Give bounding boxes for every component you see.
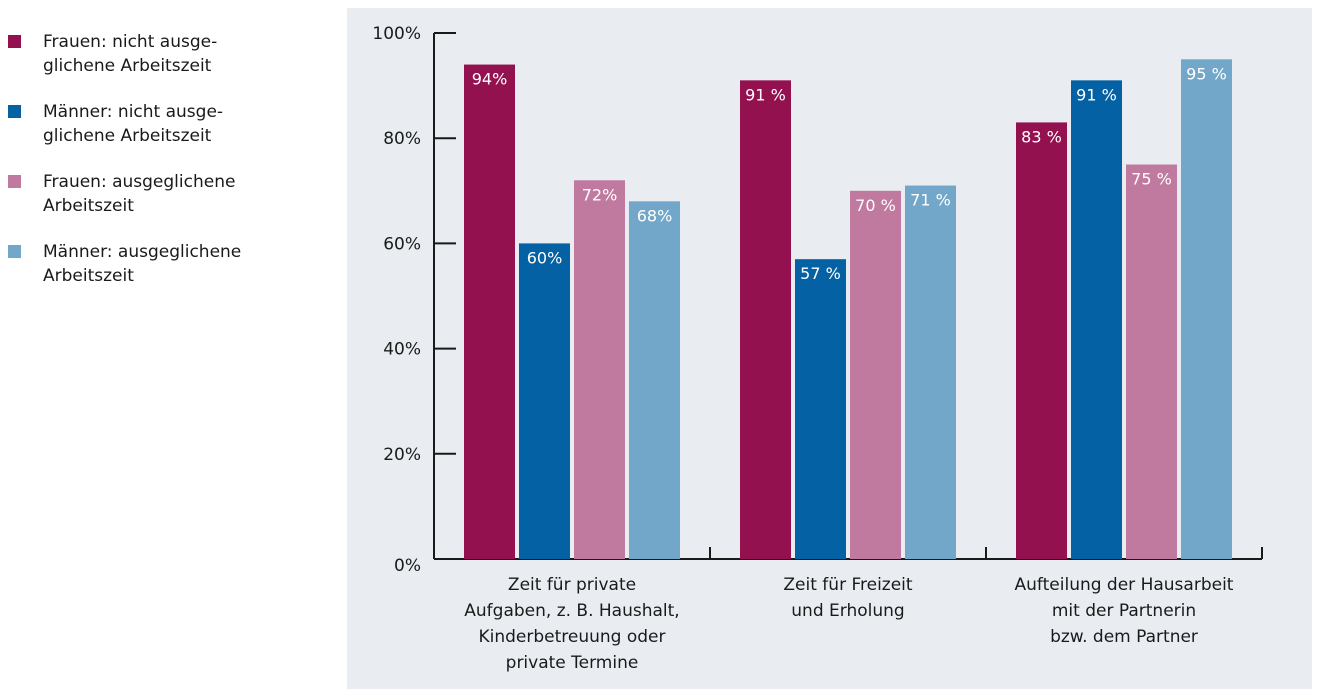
- bar: [629, 201, 680, 559]
- legend-item: Frauen: ausgeglichene Arbeitszeit: [8, 170, 328, 218]
- bar-value-label: 57 %: [800, 264, 841, 283]
- bar-chart: 0% 20% 40% 60% 80% 100% 94% 60% 72% 68% Zeit für p…: [372, 24, 1263, 673]
- bar-value-label: 91 %: [745, 85, 786, 104]
- y-tick-label: 100%: [372, 24, 421, 44]
- legend-label: Frauen: ausgeglichene Arbeitszeit: [43, 172, 236, 216]
- bar-value-label: 68%: [637, 206, 673, 225]
- legend-item: Männer: nicht ausge- glichene Arbeitszei…: [8, 100, 328, 148]
- legend-swatch: [8, 175, 21, 188]
- x-category-label: Zeit für private Aufgaben, z. B. Haushalt…: [464, 575, 679, 673]
- bar-value-label: 70 %: [855, 196, 896, 215]
- bar-value-label: 94%: [472, 70, 508, 89]
- legend-label: Frauen: nicht ausge- glichene Arbeitszei…: [43, 32, 218, 76]
- legend: Frauen: nicht ausge- glichene Arbeitszei…: [8, 30, 328, 310]
- y-tick-label: 80%: [383, 129, 421, 149]
- bar: [519, 243, 570, 559]
- bar: [574, 180, 625, 559]
- legend-swatch: [8, 35, 21, 48]
- x-category-label: Zeit für Freizeit und Erholung: [783, 575, 912, 621]
- legend-item: Männer: ausgeglichene Arbeitszeit: [8, 240, 328, 288]
- bar: [795, 259, 846, 559]
- legend-swatch: [8, 105, 21, 118]
- y-tick-label: 0%: [394, 556, 421, 576]
- bar-value-label: 72%: [582, 185, 618, 204]
- bar-value-label: 71 %: [910, 191, 951, 210]
- bar-value-label: 83 %: [1021, 127, 1062, 146]
- bar-value-label: 75 %: [1131, 170, 1172, 189]
- legend-label: Männer: ausgeglichene Arbeitszeit: [43, 242, 242, 286]
- bar-value-label: 60%: [527, 248, 563, 267]
- y-tick-label: 60%: [383, 234, 421, 254]
- bar: [740, 80, 791, 559]
- bar: [464, 64, 515, 559]
- legend-item: Frauen: nicht ausge- glichene Arbeitszei…: [8, 30, 328, 78]
- legend-label: Männer: nicht ausge- glichene Arbeitszei…: [43, 102, 224, 146]
- bar-value-label: 95 %: [1186, 64, 1227, 83]
- bar: [1181, 59, 1232, 560]
- bar: [1016, 122, 1067, 560]
- y-tick-label: 20%: [383, 445, 421, 465]
- legend-swatch: [8, 245, 21, 258]
- x-category-label: Aufteilung der Hausarbeit mit der Partner…: [1015, 575, 1234, 647]
- bar-value-label: 91 %: [1076, 85, 1117, 104]
- bar: [905, 185, 956, 560]
- bar: [1071, 80, 1122, 559]
- bar: [850, 190, 901, 560]
- y-tick-label: 40%: [383, 340, 421, 360]
- bar: [1126, 164, 1177, 559]
